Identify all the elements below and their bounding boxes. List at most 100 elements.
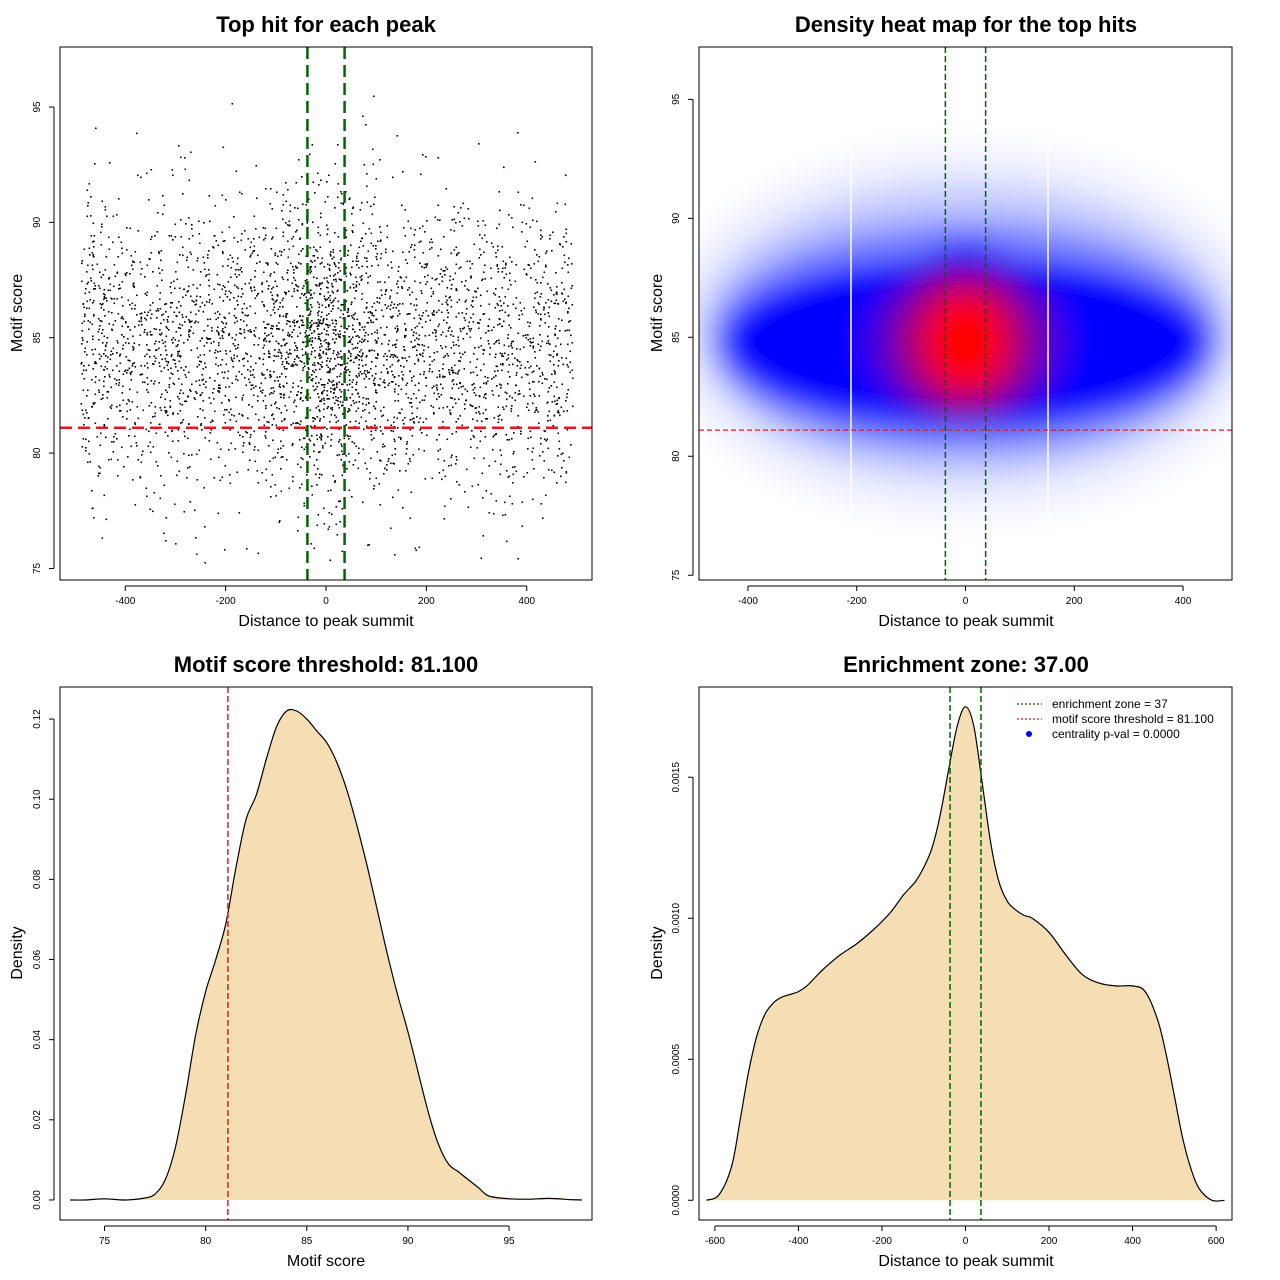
scatter-point bbox=[225, 386, 227, 389]
scatter-point bbox=[139, 313, 142, 315]
scatter-point bbox=[562, 246, 564, 248]
scatter-point bbox=[349, 341, 351, 344]
scatter-point bbox=[177, 429, 180, 431]
scatter-point bbox=[442, 387, 444, 390]
scatter-point bbox=[428, 334, 431, 337]
scatter-point bbox=[252, 384, 254, 387]
scatter-point bbox=[511, 347, 514, 349]
scatter-point bbox=[427, 274, 429, 277]
scatter-point bbox=[458, 369, 461, 372]
scatter-point bbox=[208, 195, 211, 197]
scatter-point bbox=[366, 173, 368, 175]
scatter-point bbox=[402, 171, 404, 173]
scatter-point bbox=[83, 320, 86, 323]
scatter-point bbox=[446, 299, 449, 302]
scatter-point bbox=[120, 317, 123, 320]
scatter-point bbox=[224, 286, 226, 289]
scatter-point bbox=[270, 496, 272, 498]
scatter-point bbox=[498, 223, 501, 226]
scatter-point bbox=[346, 434, 349, 437]
scatter-point bbox=[113, 436, 115, 438]
scatter-point bbox=[539, 455, 541, 457]
scatter-point bbox=[375, 318, 378, 321]
scatter-point bbox=[365, 364, 367, 366]
scatter-point bbox=[548, 469, 550, 471]
scatter-point bbox=[435, 330, 438, 332]
scatter-point bbox=[554, 334, 557, 337]
scatter-point bbox=[196, 260, 199, 262]
scatter-point bbox=[104, 206, 107, 208]
scatter-point bbox=[444, 475, 447, 478]
scatter-point bbox=[93, 282, 96, 285]
scatter-point bbox=[410, 398, 413, 400]
scatter-point bbox=[155, 310, 158, 312]
scatter-point bbox=[155, 432, 158, 435]
scatter-point bbox=[471, 430, 473, 432]
scatter-point bbox=[554, 400, 556, 403]
scatter-point bbox=[188, 454, 190, 457]
scatter-point bbox=[102, 394, 104, 396]
scatter-point bbox=[179, 355, 181, 357]
scatter-point bbox=[140, 316, 143, 319]
scatter-point bbox=[90, 277, 92, 280]
scatter-point bbox=[332, 338, 334, 341]
scatter-point bbox=[330, 251, 332, 253]
scatter-point bbox=[362, 365, 364, 367]
scatter-point bbox=[154, 406, 157, 408]
scatter-point bbox=[240, 267, 243, 269]
scatter-point bbox=[301, 223, 304, 225]
scatter-point bbox=[258, 236, 261, 239]
scatter-point bbox=[410, 341, 413, 343]
scatter-point bbox=[116, 272, 119, 275]
scatter-point bbox=[555, 211, 557, 213]
scatter-point bbox=[335, 320, 338, 322]
scatter-point bbox=[264, 435, 267, 437]
scatter-point bbox=[348, 325, 350, 328]
scatter-point bbox=[422, 225, 424, 228]
scatter-point bbox=[121, 325, 124, 328]
scatter-point bbox=[338, 381, 341, 384]
scatter-point bbox=[374, 339, 377, 342]
scatter-point bbox=[301, 293, 303, 295]
scatter-point bbox=[158, 347, 160, 350]
scatter-point bbox=[92, 338, 94, 341]
scatter-point bbox=[159, 329, 161, 331]
scatter-point bbox=[272, 236, 274, 239]
scatter-point bbox=[308, 292, 311, 294]
scatter-point bbox=[464, 388, 467, 391]
scatter-point bbox=[327, 324, 329, 327]
scatter-point bbox=[457, 418, 460, 420]
scatter-point bbox=[262, 227, 265, 229]
scatter-point bbox=[313, 450, 315, 453]
scatter-point bbox=[305, 417, 307, 419]
scatter-point bbox=[346, 290, 349, 292]
scatter-point bbox=[340, 259, 342, 261]
scatter-point bbox=[365, 398, 368, 400]
scatter-point bbox=[405, 259, 407, 261]
scatter-point bbox=[331, 409, 334, 411]
scatter-point bbox=[234, 308, 236, 310]
scatter-point bbox=[429, 241, 431, 244]
scatter-point bbox=[375, 391, 377, 394]
heatmap-density bbox=[699, 147, 1232, 517]
scatter-point bbox=[488, 318, 491, 321]
scatter-point bbox=[326, 330, 328, 332]
panel-distance-density: Enrichment zone: 37.00 -600 -400 -200 0 200 4… bbox=[649, 652, 1233, 1270]
scatter-point bbox=[330, 391, 332, 393]
scatter-point bbox=[309, 314, 311, 316]
scatter-point bbox=[387, 264, 389, 267]
scatter-point bbox=[490, 277, 493, 280]
y-tick-label: 90 bbox=[671, 212, 682, 224]
scatter-point bbox=[94, 362, 96, 365]
scatter-point bbox=[416, 325, 419, 328]
scatter-point bbox=[522, 335, 525, 337]
scatter-point bbox=[150, 402, 153, 404]
scatter-point bbox=[102, 303, 104, 305]
scatter-point bbox=[488, 330, 490, 332]
scatter-point bbox=[164, 345, 167, 348]
scatter-point bbox=[569, 361, 572, 364]
scatter-point bbox=[418, 389, 420, 392]
scatter-point bbox=[323, 416, 325, 418]
scatter-point bbox=[214, 205, 217, 207]
scatter-point bbox=[85, 450, 87, 452]
